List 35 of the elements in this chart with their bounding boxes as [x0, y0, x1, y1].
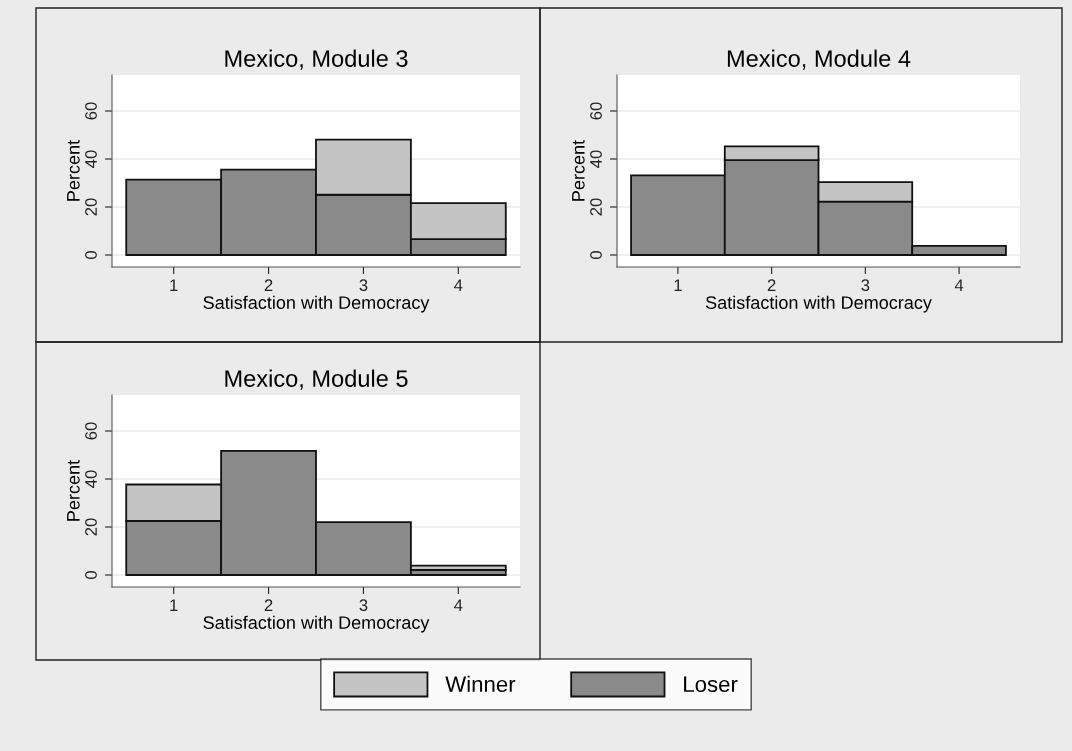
y-axis-title: Percent	[572, 140, 585, 201]
x-tick-label: 2	[264, 599, 273, 611]
y-tick-label: 40	[85, 470, 97, 488]
chart-title: Mexico, Module 3	[225, 49, 408, 70]
x-tick-label: 1	[674, 279, 682, 291]
x-axis-title: Satisfaction with Democracy	[203, 295, 430, 313]
x-tick-label: 2	[264, 279, 273, 291]
x-axis-title: Satisfaction with Democracy	[705, 295, 932, 313]
y-tick-label: 0	[85, 571, 97, 579]
x-tick-label: 1	[170, 279, 178, 291]
y-tick-label: 40	[590, 150, 602, 168]
x-tick-label: 4	[454, 599, 463, 611]
x-tick-label: 2	[767, 279, 776, 291]
x-tick-label: 3	[861, 279, 870, 292]
x-tick-label: 4	[954, 279, 964, 291]
y-tick-label: 60	[85, 422, 97, 440]
y-tick-label: 20	[85, 198, 97, 216]
y-tick-label: 40	[85, 150, 97, 168]
y-axis-title: Percent	[67, 460, 80, 521]
x-tick-label: 3	[359, 599, 368, 612]
x-axis-title: Satisfaction with Democracy	[203, 615, 430, 633]
y-tick-label: 20	[85, 518, 97, 536]
chart-title: Mexico, Module 5	[225, 369, 408, 390]
y-tick-label: 60	[85, 102, 97, 120]
y-tick-label: 20	[590, 198, 602, 216]
chart-title: Mexico, Module 4	[727, 49, 911, 70]
y-tick-label: 0	[85, 251, 97, 259]
x-tick-label: 1	[170, 599, 178, 611]
y-tick-label: 0	[590, 251, 602, 259]
legend-label: Winner	[445, 675, 516, 693]
x-tick-label: 4	[454, 279, 463, 291]
legend-label: Loser	[684, 676, 738, 693]
y-axis-title: Percent	[67, 140, 80, 201]
x-tick-label: 3	[359, 279, 368, 292]
y-tick-label: 60	[590, 102, 602, 120]
